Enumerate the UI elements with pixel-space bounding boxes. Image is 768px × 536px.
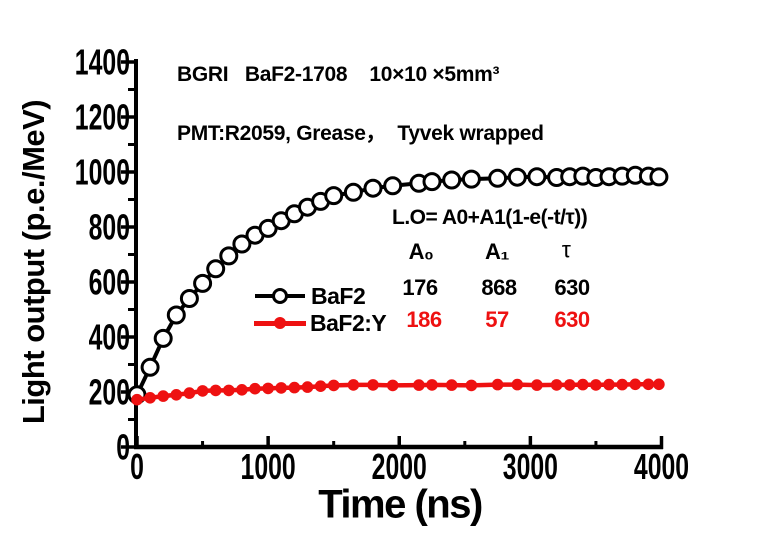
data-point-baf2-y [590,379,602,391]
data-point-baf2 [153,328,173,348]
data-point-baf2-y [170,389,183,401]
data-point-baf2-y [426,379,438,391]
fit-value-baf2y-a1: 57 [485,307,509,332]
open-circle-marker-icon [272,288,288,304]
y-tick-label-400: 400 [89,317,130,358]
data-point-baf2-y [629,378,642,391]
data-point-baf2-y [386,379,399,392]
data-point-baf2 [461,169,481,189]
data-point-baf2-y [288,381,301,394]
data-point-baf2 [649,167,669,187]
data-point-baf2-y [209,384,222,397]
fit-value-baf2y-tau: 630 [554,307,590,332]
legend-swatch-baf2y [254,311,306,335]
data-point-baf2-y [603,378,615,391]
legend-entry-baf2y: BaF2:Y [254,309,387,336]
data-point-baf2 [527,167,547,187]
x-tick-label-2000: 2000 [372,446,427,487]
data-point-baf2-y [327,379,340,392]
data-point-baf2-y [223,384,235,397]
x-tick-label-3000: 3000 [503,446,558,487]
fit-value-baf2-a1: 868 [481,275,517,300]
y-tick-label-800: 800 [89,207,130,248]
x-tick-label-1000: 1000 [241,446,296,487]
y-tick-label-0: 0 [116,427,130,468]
data-point-baf2 [488,168,508,188]
annotation-pmt-setup: PMT:R2059, Grease， Tyvek wrapped [177,122,544,145]
data-point-baf2-y [491,378,504,391]
y-tick-label-600: 600 [89,262,130,303]
data-point-baf2 [442,170,462,190]
data-point-baf2-y [347,379,360,391]
data-point-baf2-y [196,385,209,397]
data-point-baf2 [232,234,252,254]
data-point-baf2-y [465,379,478,392]
data-point-baf2 [383,176,403,196]
data-point-baf2-y [445,379,458,391]
data-point-baf2-y [531,379,543,391]
data-point-baf2 [219,246,239,266]
data-point-baf2 [507,167,527,187]
data-point-baf2-y [236,384,248,396]
data-point-baf2-y [249,382,261,395]
data-point-baf2-y [367,379,379,391]
fit-table-header-tau: τ [561,236,571,263]
y-tick-label-200: 200 [89,372,130,413]
legend-label-baf2: BaF2 [311,282,366,309]
y-axis-title: Light output (p.e./MeV) [16,99,51,425]
data-point-baf2 [166,305,186,325]
data-point-baf2-y [301,381,314,393]
data-point-baf2-y [144,392,156,404]
fit-table-header-a0: A₀ [408,239,434,264]
fit-value-baf2y-a0: 186 [406,307,442,332]
data-point-baf2-y [131,393,143,406]
data-point-baf2 [422,172,442,192]
fit-table-header-a1: A₁ [485,239,510,264]
data-point-baf2-y [577,378,589,391]
data-point-baf2-y [511,378,524,391]
data-point-baf2 [140,357,160,377]
data-point-baf2-y [262,382,274,395]
fit-value-baf2-a0: 176 [402,275,438,300]
y-tick-label-1200: 1200 [75,97,130,138]
data-point-baf2 [193,273,213,293]
legend-label-baf2y: BaF2:Y [310,309,387,336]
y-tick-label-1400: 1400 [75,42,130,83]
fit-value-baf2-tau: 630 [554,275,590,300]
data-point-baf2 [179,289,199,308]
data-point-baf2-y [653,378,665,391]
legend-entry-baf2: BaF2 [255,282,366,309]
annotation-sample-id: BGRI BaF2-1708 10×10 ×5mm³ [177,63,500,86]
data-point-baf2-y [550,379,563,391]
data-point-baf2-y [275,382,288,394]
data-point-baf2-y [616,378,628,391]
data-point-baf2-y [642,378,655,391]
data-point-baf2 [324,186,344,206]
filled-circle-marker-icon [274,317,286,329]
x-tick-label-4000: 4000 [634,446,689,487]
data-point-baf2-y [413,379,425,391]
data-point-baf2-y [183,387,196,399]
legend-swatch-baf2 [255,284,305,308]
data-point-baf2 [363,178,383,198]
data-point-baf2-y [314,380,327,393]
fit-formula: L.O= A0+A1(1-e(-t/τ)) [392,206,588,229]
data-point-baf2 [343,182,363,202]
x-axis-title: Time (ns) [318,482,483,527]
x-tick-label-0: 0 [130,446,144,487]
y-tick-label-1000: 1000 [75,152,130,193]
data-point-baf2 [206,259,226,279]
data-point-baf2-y [563,379,576,391]
data-point-baf2-y [157,390,169,402]
